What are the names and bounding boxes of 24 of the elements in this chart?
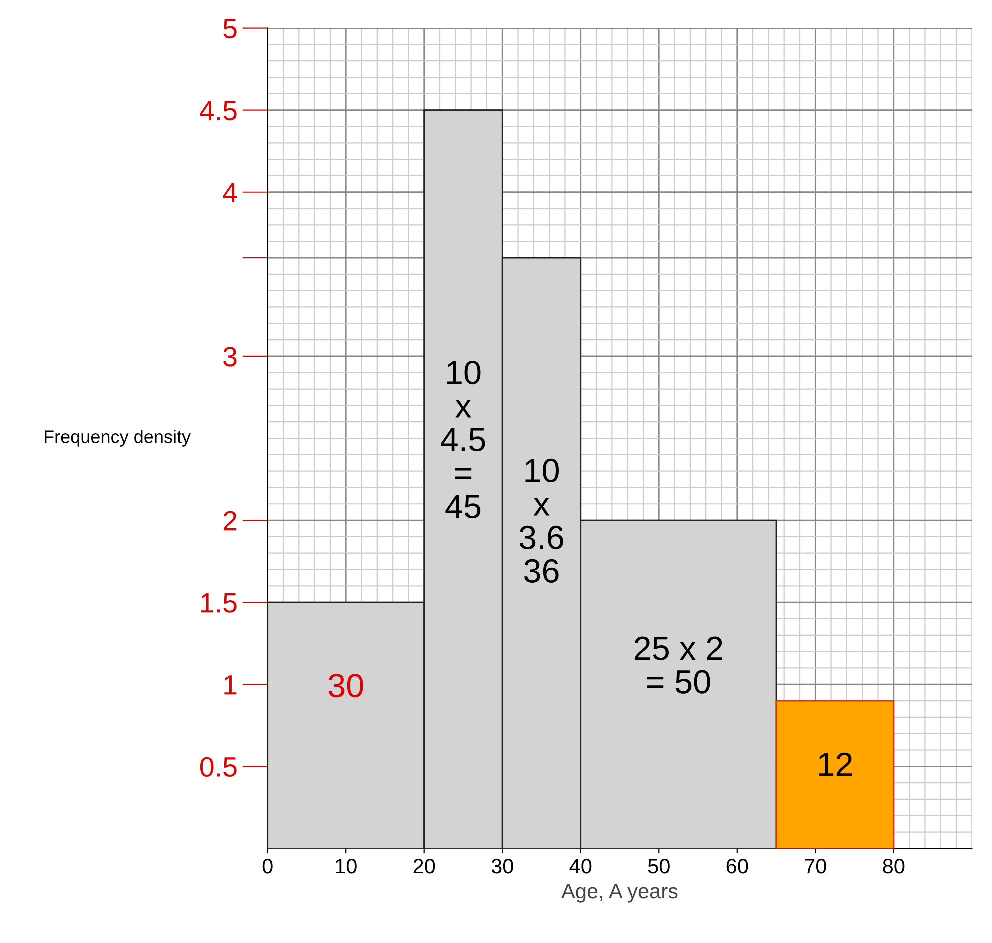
x-tick-label: 30 — [492, 858, 514, 874]
x-tick-label: 50 — [648, 858, 670, 874]
x-axis-title: Age, A years — [562, 884, 678, 903]
y-tick-label: 0.5 — [200, 757, 237, 777]
x-tick-label: 80 — [883, 858, 905, 874]
y-tick-label: 4 — [223, 183, 238, 202]
x-tick-label: 70 — [805, 858, 826, 874]
x-tick-label: 10 — [336, 858, 357, 874]
y-tick-label: 5 — [224, 19, 237, 39]
annotation: 10 x 4.5 = 45 — [441, 360, 486, 519]
annotation: 10 x 3.6 36 — [520, 458, 564, 583]
annotation: 25 x 2 = 50 — [634, 636, 722, 694]
x-tick-label: 20 — [414, 858, 436, 874]
y-axis-title: Frequency density — [44, 430, 192, 447]
y-tick-label: 3 — [224, 347, 237, 367]
y-tick-label: 1.5 — [201, 594, 237, 613]
annotation: 30 — [328, 674, 364, 698]
x-tick-label: 60 — [726, 858, 748, 874]
y-tick-label: 2 — [224, 511, 237, 531]
x-tick-label: 40 — [570, 858, 592, 874]
x-tick-label: 0 — [262, 858, 273, 874]
annotation: 12 — [819, 752, 852, 776]
y-tick-label: 1 — [224, 676, 237, 695]
y-tick-label: 4.5 — [200, 101, 237, 121]
